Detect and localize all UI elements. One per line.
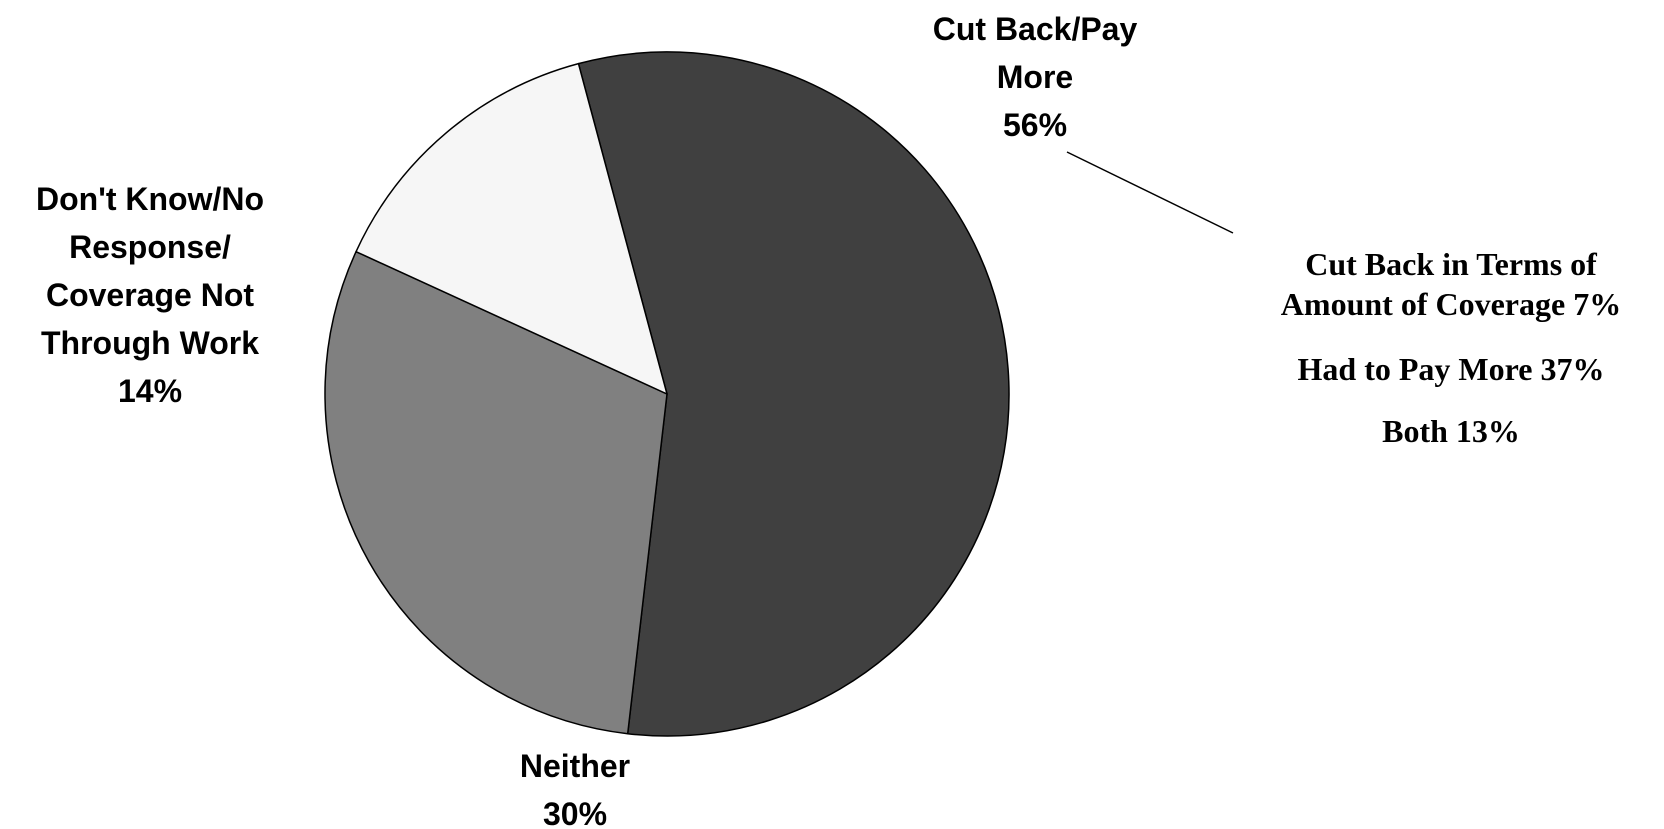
slice-label-neither: Neither 30% — [460, 742, 690, 829]
slice-label-dont-know: Don't Know/No Response/ Coverage Not Thr… — [0, 175, 300, 415]
slice-name-line: Cut Back/Pay — [932, 11, 1138, 47]
pie-slice-2 — [324, 250, 668, 735]
slice-name-line: Coverage Not — [45, 277, 255, 313]
pie-slice-1 — [577, 51, 1010, 737]
slice-value-label: 56% — [1002, 107, 1068, 143]
breakdown-line: Had to Pay More 37% — [1297, 351, 1605, 387]
slice-value-label: 14% — [117, 373, 183, 409]
pie-slices — [324, 51, 1010, 737]
pie-slice-3 — [355, 62, 668, 395]
breakdown-both: Both 13% — [1238, 411, 1664, 451]
breakdown-had-to-pay-more: Had to Pay More 37% — [1238, 349, 1664, 389]
breakdown-cut-back-coverage: Cut Back in Terms of Amount of Coverage … — [1238, 244, 1664, 324]
slice-name-line: More — [996, 59, 1074, 95]
slice-name-line: Neither — [519, 748, 631, 784]
breakdown-line: Cut Back in Terms of — [1305, 246, 1597, 282]
slice-name-line: Through Work — [40, 325, 260, 361]
slice-label-cut-back-pay-more: Cut Back/Pay More 56% — [900, 5, 1170, 149]
slice-value-label: 30% — [542, 796, 608, 829]
breakdown-line: Amount of Coverage 7% — [1280, 286, 1622, 322]
breakdown-line: Both 13% — [1382, 413, 1520, 449]
slice-name-line: Don't Know/No — [36, 181, 264, 217]
slice-name-line: Response/ — [69, 229, 231, 265]
breakdown-leader-line — [1066, 151, 1234, 234]
